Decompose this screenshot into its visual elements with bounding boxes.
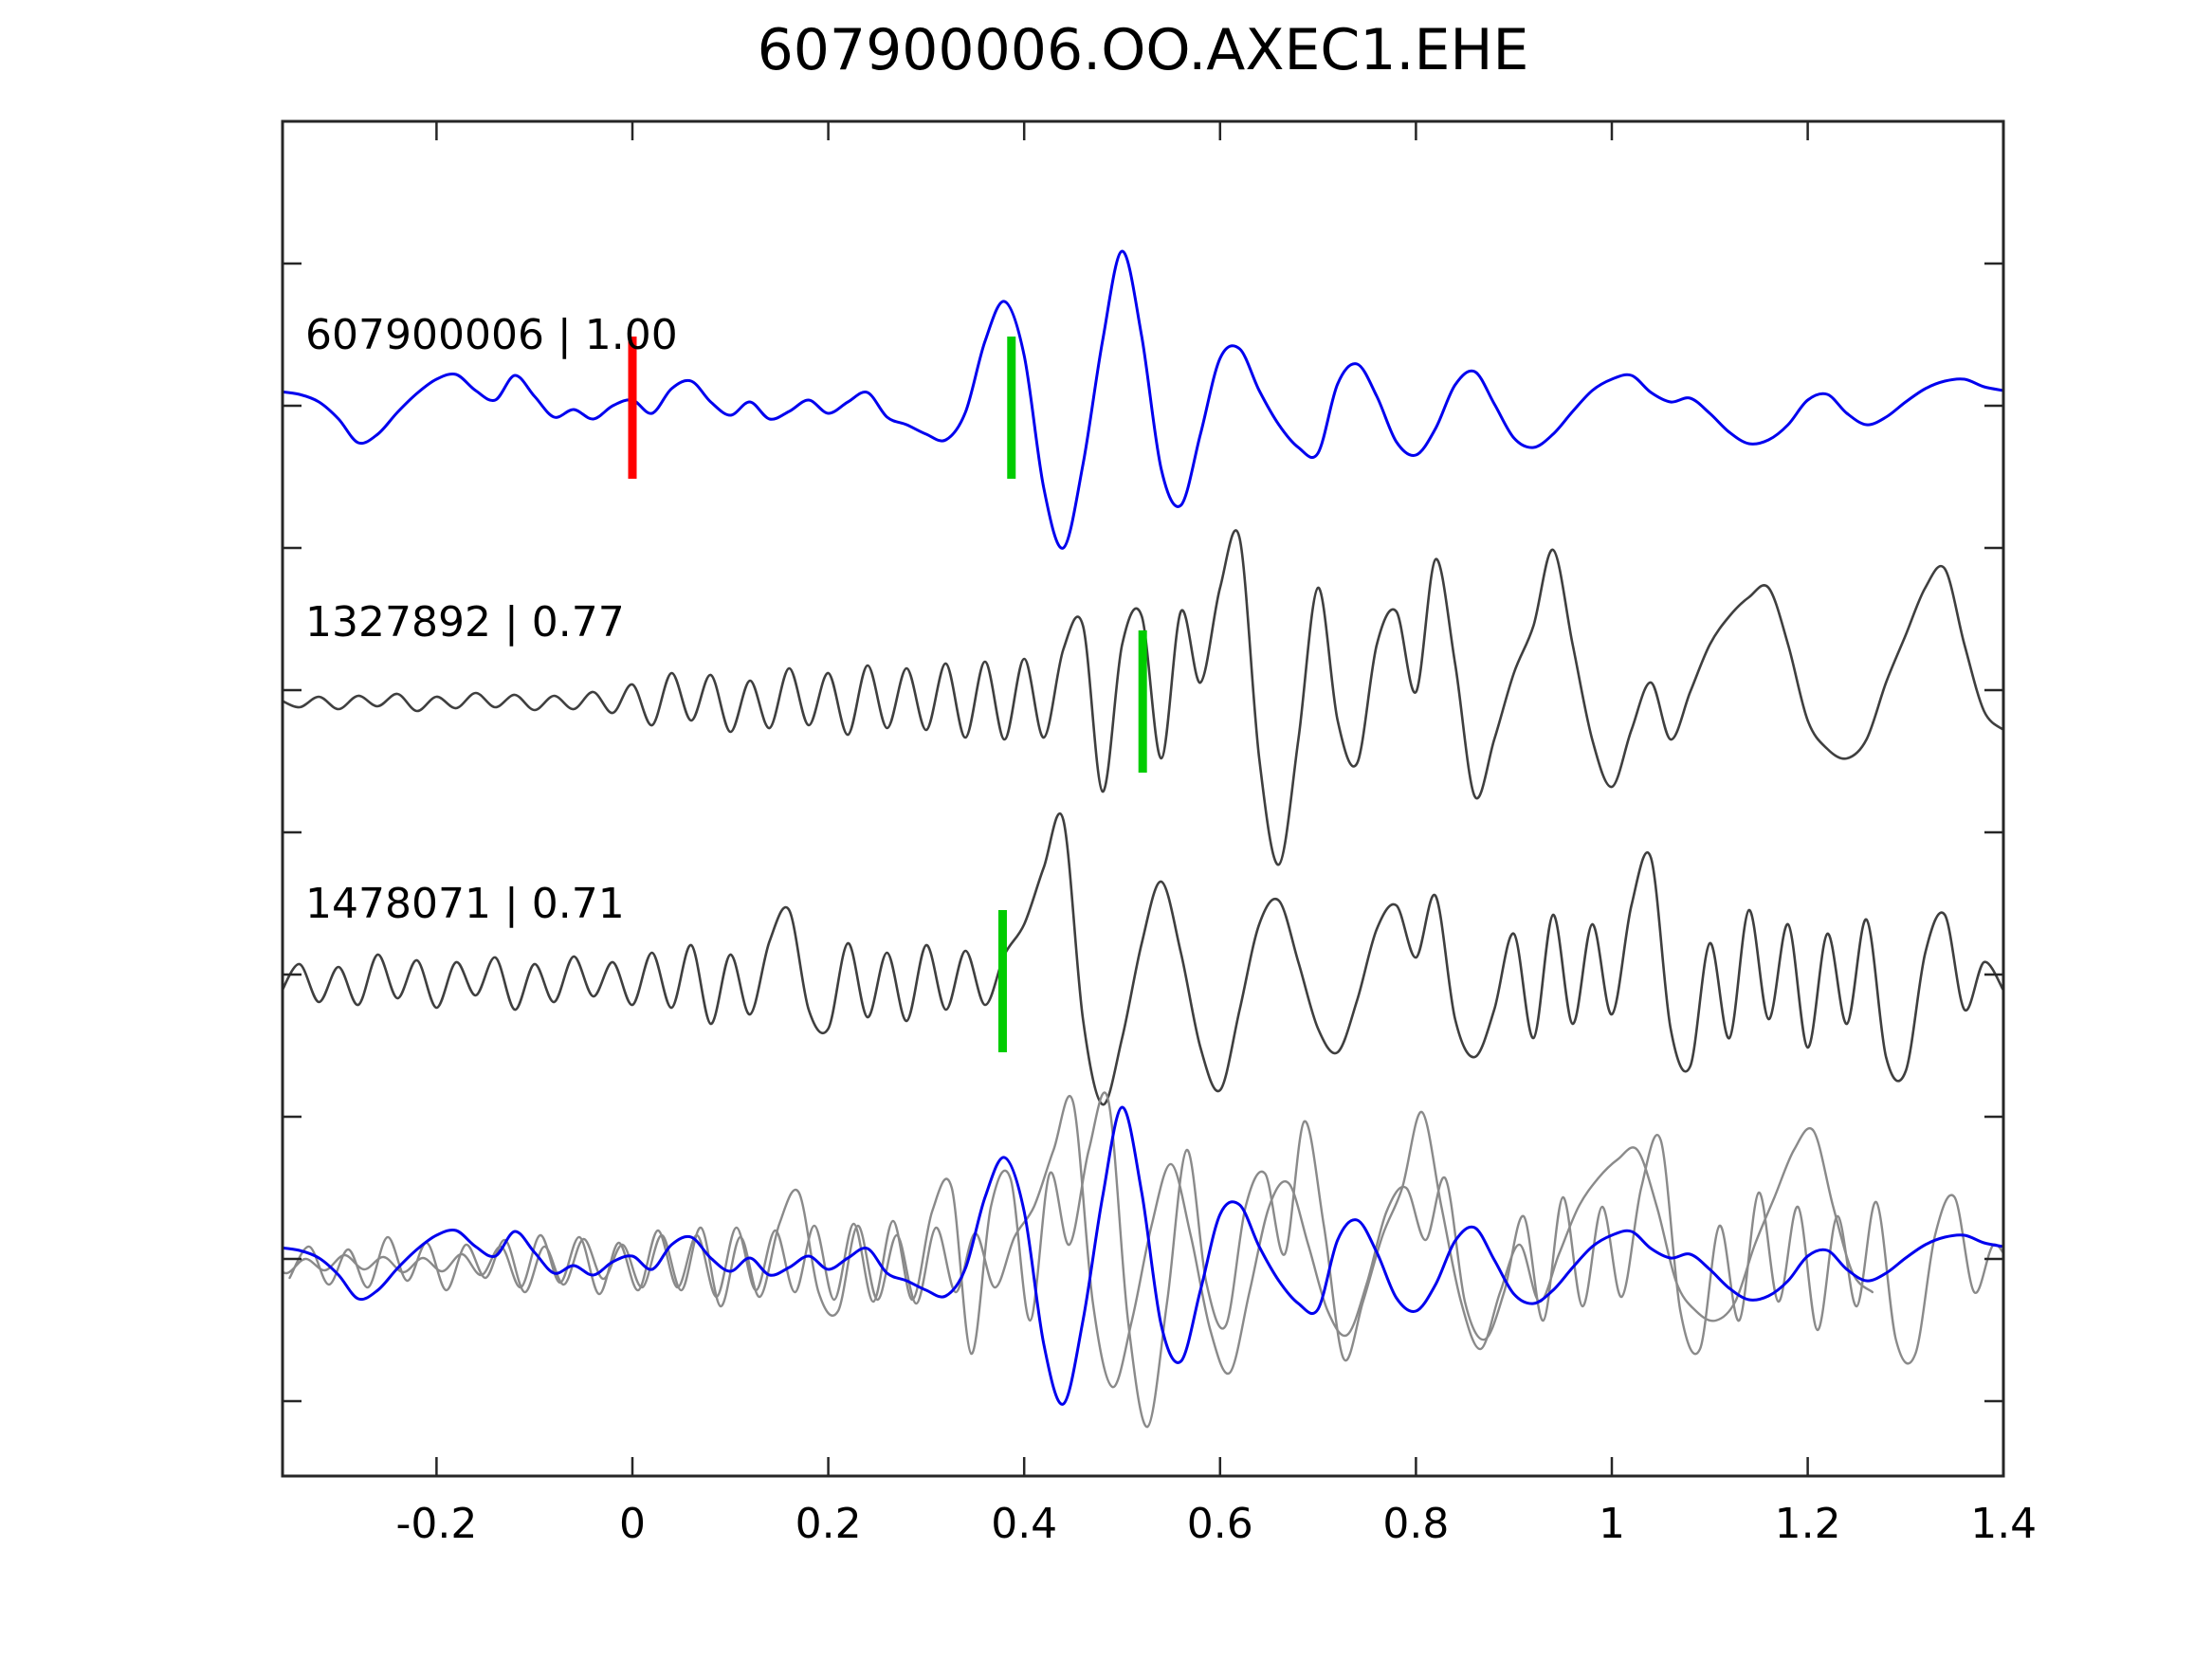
x-tick-label: 1 xyxy=(1599,1500,1625,1548)
x-tick-label: 0.8 xyxy=(1382,1500,1449,1548)
plot-border xyxy=(281,119,2005,1478)
x-tick-label: 0.2 xyxy=(795,1500,862,1548)
plot-title: 607900006.OO.AXEC1.EHE xyxy=(757,17,1529,83)
overlay-path-1327892 xyxy=(283,1091,1874,1429)
x-tick-label: 1.2 xyxy=(1775,1500,1841,1548)
trace-label-template: 607900006 | 1.00 xyxy=(305,311,678,359)
trace-layer xyxy=(283,249,2003,1429)
origin-pick-marker xyxy=(628,337,637,479)
x-tick-label: 0 xyxy=(619,1500,646,1548)
trace-label-detection-2: 1478071 | 0.71 xyxy=(305,880,625,928)
phase-pick-marker xyxy=(1007,337,1016,479)
trace-path-1327892 xyxy=(283,529,2003,866)
trace-path-607900006 xyxy=(283,249,2003,550)
trace-path-1478071 xyxy=(283,811,2003,1106)
phase-pick-marker xyxy=(1138,630,1147,773)
x-tick-label: 1.4 xyxy=(1970,1500,2037,1548)
x-tick-label: 0.4 xyxy=(991,1500,1057,1548)
overlay-path-1478071 xyxy=(288,1094,2003,1389)
x-tick-label: -0.2 xyxy=(395,1500,477,1548)
phase-pick-marker xyxy=(997,910,1007,1052)
x-tick-label: 0.6 xyxy=(1187,1500,1253,1548)
overlay-path-607900006 xyxy=(283,1105,2003,1406)
trace-label-detection-1: 1327892 | 0.77 xyxy=(305,598,625,647)
